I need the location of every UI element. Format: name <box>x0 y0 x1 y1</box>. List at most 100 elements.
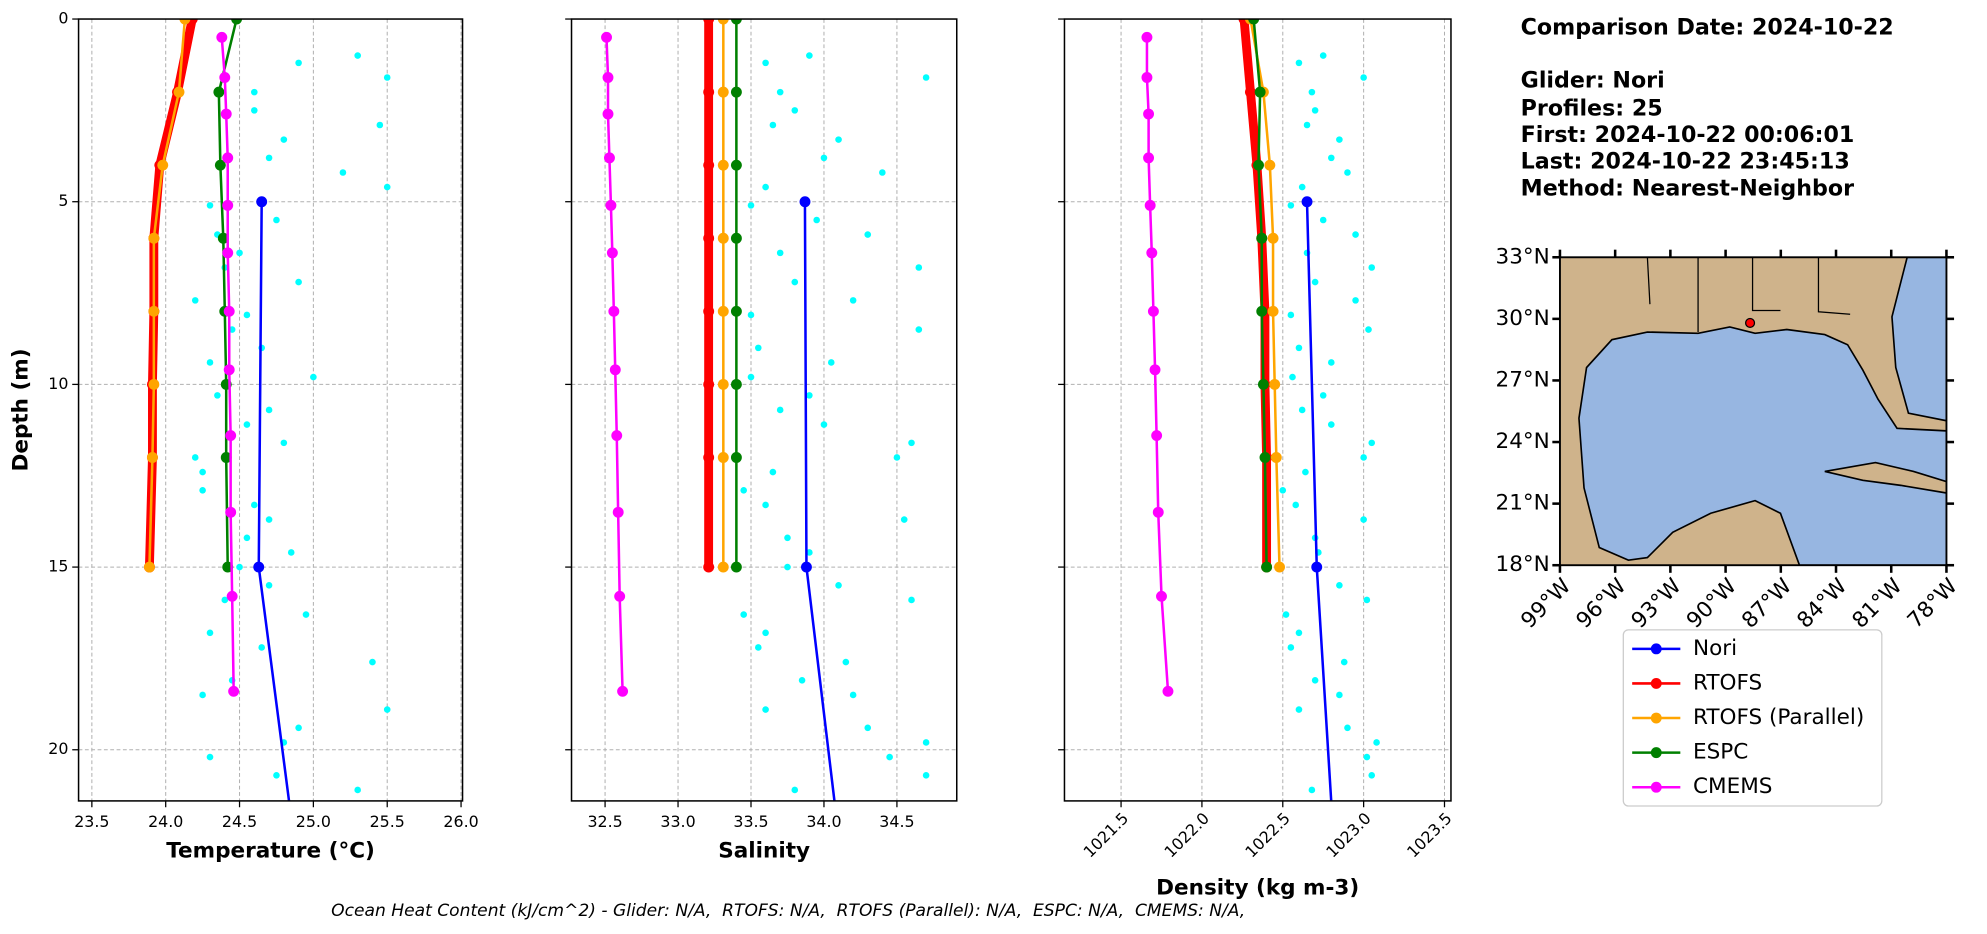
scatter-point <box>1287 644 1295 651</box>
scatter-point <box>1328 359 1335 366</box>
scatter-point <box>1336 691 1343 699</box>
map-lat-label: 24°N <box>1496 429 1550 454</box>
series-marker <box>617 685 629 697</box>
series-marker <box>602 72 614 83</box>
legend-label: CMEMS <box>1693 774 1772 799</box>
series-marker <box>614 590 626 602</box>
series-marker <box>1257 378 1269 390</box>
info-line: Method: Nearest-Neighbor <box>1521 175 1854 201</box>
info-line: Comparison Date: 2024-10-22 <box>1521 14 1894 40</box>
scatter-point <box>886 753 893 761</box>
legend-marker <box>1650 747 1662 759</box>
scatter-point <box>1360 74 1367 81</box>
map-lon-label: 81°W <box>1848 574 1908 634</box>
scatter-point <box>1308 786 1316 794</box>
scatter-point <box>369 658 376 666</box>
legend-marker <box>1650 712 1662 724</box>
series-marker <box>179 19 191 25</box>
scatter-point <box>740 611 747 618</box>
series-marker <box>1261 561 1273 573</box>
series-marker <box>220 108 232 120</box>
scatter-point <box>1292 501 1300 509</box>
scatter-point <box>273 772 280 779</box>
atlantic <box>1891 257 1947 422</box>
series-marker <box>1149 364 1161 376</box>
series-marker <box>144 561 155 573</box>
series-marker <box>1270 452 1282 463</box>
scatter-point <box>762 183 769 191</box>
scatter-point <box>1303 121 1311 129</box>
scatter-point <box>1302 468 1309 476</box>
scatter-point <box>820 154 828 162</box>
scatter-point <box>740 487 747 494</box>
x-tick-label: 1022.5 <box>1241 809 1294 862</box>
x-tick-label: 1022.0 <box>1160 809 1213 862</box>
scatter-point <box>791 107 799 114</box>
scatter-point <box>849 691 857 699</box>
plot-area <box>1141 19 1380 801</box>
scatter-point <box>1365 326 1372 333</box>
y-tick-label: 0 <box>58 9 68 28</box>
scatter-point <box>383 74 391 81</box>
series-marker <box>301 927 312 934</box>
series-marker <box>148 378 160 390</box>
scatter-point <box>1360 516 1367 523</box>
series-marker <box>602 108 614 120</box>
series-marker <box>605 199 617 211</box>
scatter-point <box>295 724 302 732</box>
map-lon-label: 78°W <box>1903 574 1963 634</box>
x-tick-label: 23.5 <box>74 812 109 831</box>
series-marker <box>253 561 265 573</box>
map-lon-label: 84°W <box>1792 574 1852 634</box>
scatter-point <box>265 582 273 589</box>
legend-label: RTOFS (Parallel) <box>1693 705 1864 730</box>
scatter-point <box>784 563 791 571</box>
map-lat-label: 27°N <box>1496 367 1550 392</box>
panel: 23.5 24.0 24.5 25.0 25.5 26.0 0 5 10 15 20 Temperat… <box>9 9 479 934</box>
scatter-point <box>1298 183 1306 191</box>
scatter-point <box>251 107 258 114</box>
scatter-point <box>1368 264 1376 271</box>
scatter-point <box>376 121 384 129</box>
scatter-point <box>762 501 769 509</box>
gulf-of-mexico <box>1578 326 1947 566</box>
series-marker <box>1311 561 1323 573</box>
series-marker <box>717 86 729 98</box>
series-marker <box>173 86 185 98</box>
series-marker <box>609 364 621 376</box>
series-marker <box>1248 19 1260 25</box>
scatter-point <box>1282 611 1290 618</box>
borders <box>1646 257 1851 333</box>
scatter-point <box>908 439 915 447</box>
series-marker <box>1274 561 1285 573</box>
series-marker <box>1267 232 1279 244</box>
scatter-point <box>191 454 199 461</box>
series-marker <box>717 452 729 463</box>
scatter-point <box>806 392 813 399</box>
scatter-point <box>1311 677 1319 684</box>
map-lat-label: 30°N <box>1496 306 1550 331</box>
series-marker <box>606 247 618 259</box>
map-lon-label: 96°W <box>1572 574 1632 634</box>
series-marker <box>231 19 243 25</box>
scatter-point <box>1287 202 1295 209</box>
scatter-point <box>273 216 280 224</box>
scatter-point <box>835 582 842 589</box>
scatter-point <box>1295 59 1303 67</box>
series-marker <box>1147 305 1159 317</box>
y-tick-label: 10 <box>48 374 68 393</box>
scatter-point <box>1368 772 1376 779</box>
map-lat-label: 33°N <box>1496 244 1550 269</box>
scatter-point <box>1328 421 1335 428</box>
map-lat-label: 18°N <box>1496 552 1550 577</box>
legend-label: RTOFS <box>1693 670 1762 695</box>
scatter-point <box>206 359 214 366</box>
y-tick-label: 15 <box>48 557 68 576</box>
series-marker <box>223 364 235 376</box>
scatter-point <box>776 249 784 257</box>
series-marker <box>1264 159 1276 171</box>
scatter-point <box>1373 739 1380 746</box>
scatter-point <box>354 52 361 59</box>
x-axis-label: Temperature (°C) <box>166 839 375 864</box>
cuba <box>1824 461 1947 494</box>
